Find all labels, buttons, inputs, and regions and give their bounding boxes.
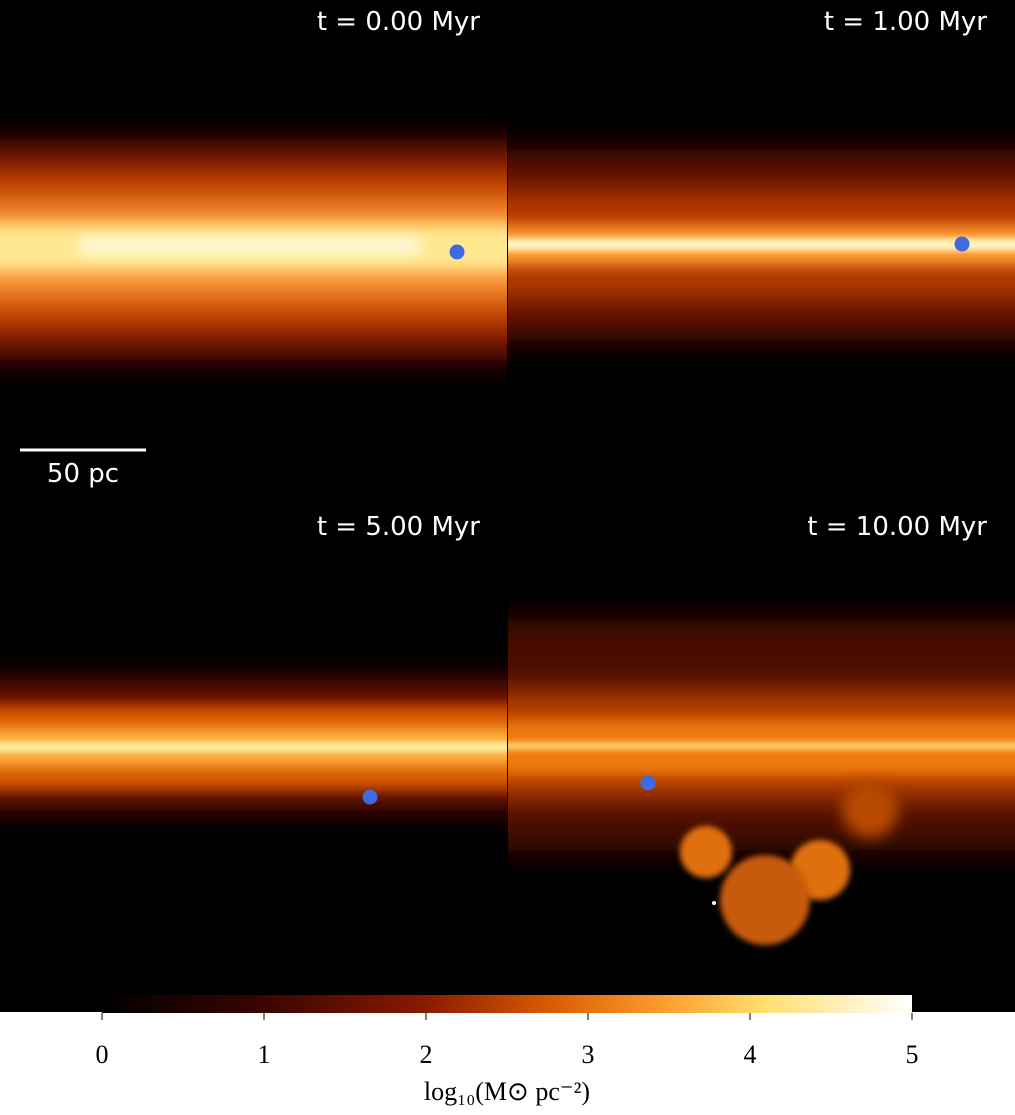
colorbar-tick-label: 5 <box>906 1040 919 1069</box>
colorbar-tick-label: 4 <box>744 1040 757 1069</box>
colorbar <box>102 995 912 1013</box>
panel-image <box>0 140 507 360</box>
colorbar-tick-label: 2 <box>420 1040 433 1069</box>
panel-image <box>508 150 1015 340</box>
panel-label: t = 0.00 Myr <box>317 7 480 37</box>
panel-image <box>0 680 507 810</box>
colorbar-tick-label: 0 <box>96 1040 109 1069</box>
panel-label: t = 5.00 Myr <box>317 512 480 542</box>
scale-bar-label: 50 pc <box>47 459 119 489</box>
colorbar-label: log₁₀(M⊙ pc⁻²) <box>424 1077 590 1106</box>
panel-label: t = 1.00 Myr <box>824 7 987 37</box>
colorbar-tick-label: 1 <box>258 1040 271 1069</box>
panel-label: t = 10.00 Myr <box>807 512 987 542</box>
colorbar-tick-label: 3 <box>582 1040 595 1069</box>
panel-image <box>508 620 1015 945</box>
